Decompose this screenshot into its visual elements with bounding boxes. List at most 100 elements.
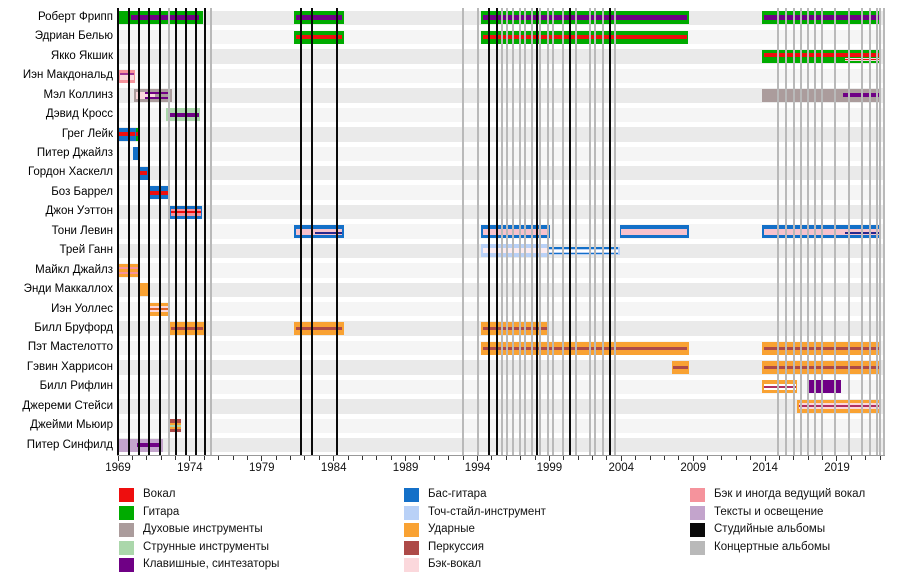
year-tick-label: 2004: [608, 462, 635, 474]
bar-stripe: [145, 92, 171, 95]
live-album-line: [777, 8, 780, 455]
bar-stripe: [130, 15, 199, 20]
studio-album-line: [336, 8, 339, 455]
studio-album-line: [147, 8, 150, 455]
year-tick: [836, 456, 838, 461]
live-album-line: [588, 8, 591, 455]
year-tick: [117, 456, 119, 461]
row-band: [118, 263, 883, 278]
studio-album-line: [158, 8, 161, 455]
year-tick: [218, 456, 220, 460]
member-bar: [118, 438, 164, 452]
year-tick: [635, 456, 637, 460]
legend-swatch: [690, 488, 705, 502]
legend-item: Струнные инструменты: [119, 540, 389, 556]
year-tick: [577, 456, 579, 460]
bar-stripe: [482, 228, 549, 235]
legend-item: Духовые инструменты: [119, 522, 389, 538]
live-album-line: [869, 8, 872, 455]
live-album-line: [601, 8, 604, 455]
bar-stripe: [763, 385, 796, 388]
live-album-line: [574, 8, 577, 455]
year-tick: [175, 456, 177, 460]
live-album-line: [511, 8, 514, 455]
bar-stripe: [549, 249, 619, 252]
year-tick: [333, 456, 335, 461]
studio-album-line: [194, 8, 197, 455]
live-album-line: [539, 8, 542, 455]
axis-baseline: [117, 455, 885, 456]
live-album-line: [879, 8, 882, 455]
plot-left-border: [117, 8, 119, 455]
year-tick: [376, 456, 378, 460]
bar-stripe: [295, 327, 343, 331]
studio-album-line: [311, 8, 314, 455]
year-tick: [534, 456, 536, 460]
legend-item: Точ-стайл-инструмент: [404, 505, 674, 521]
studio-album-line: [536, 8, 539, 455]
row-band: [118, 49, 883, 64]
year-tick: [879, 456, 881, 460]
member-label: Грег Лейк: [61, 127, 113, 140]
year-tick-label: 1974: [177, 462, 203, 474]
year-tick: [793, 456, 795, 460]
studio-album-line: [185, 8, 188, 455]
member-label: Джон Уэттон: [45, 205, 114, 218]
legend-label: Тексты и освещение: [714, 505, 824, 518]
bar-stripe: [549, 252, 619, 255]
legend-label: Студийные альбомы: [714, 523, 826, 536]
row-band: [118, 379, 883, 395]
member-label: Билл Рифлин: [39, 380, 113, 393]
year-tick: [318, 456, 320, 460]
member-bar: [294, 225, 344, 238]
member-label: Эдриан Белью: [34, 30, 113, 43]
legend-item: Бэк-вокал: [404, 557, 674, 573]
bar-stripe: [673, 366, 689, 370]
member-bar: [118, 69, 136, 83]
studio-album-line: [137, 8, 140, 455]
member-label: Якко Якшик: [50, 49, 113, 62]
live-album-line: [800, 8, 803, 455]
year-tick: [692, 456, 694, 461]
year-tick: [232, 456, 234, 460]
member-label: Майкл Джайлз: [35, 263, 113, 276]
legend-swatch: [404, 505, 419, 520]
year-tick: [203, 456, 205, 460]
bar-stripe: [842, 93, 879, 98]
year-tick: [707, 456, 709, 460]
live-album-line: [807, 8, 810, 455]
legend-item: Концертные альбомы: [690, 540, 900, 556]
live-album-line: [531, 8, 534, 455]
year-tick-label: 1989: [392, 462, 419, 474]
legend-label: Клавишные, синтезаторы: [143, 558, 280, 571]
live-album-line: [168, 8, 171, 455]
row-band: [118, 107, 883, 123]
year-tick: [850, 456, 852, 460]
bar-stripe: [483, 248, 547, 254]
legend-item: Бэк и иногда ведущий вокал: [690, 487, 900, 503]
year-tick: [131, 456, 133, 460]
year-tick: [620, 456, 622, 461]
member-bar: [547, 246, 620, 255]
bar-stripe: [482, 327, 547, 331]
member-label: Джереми Стейси: [22, 399, 113, 412]
member-bar: [133, 147, 141, 161]
legend-swatch: [690, 523, 705, 538]
year-tick: [606, 456, 608, 460]
legend-swatch: [404, 488, 419, 502]
year-tick-label: 1969: [105, 462, 131, 474]
row-band: [118, 438, 883, 453]
year-tick-label: 2009: [680, 462, 706, 474]
legend-label: Точ-стайл-инструмент: [428, 505, 546, 518]
live-album-line: [848, 8, 851, 455]
live-album-line: [833, 8, 836, 455]
studio-album-line: [495, 8, 498, 455]
live-album-line: [551, 8, 554, 455]
legend-item: Тексты и освещение: [690, 505, 900, 521]
year-tick-label: 2014: [752, 462, 778, 474]
legend-item: Перкуссия: [404, 540, 674, 556]
member-label: Гэвин Харрисон: [26, 360, 113, 373]
studio-album-line: [487, 8, 490, 455]
year-tick: [678, 456, 680, 460]
